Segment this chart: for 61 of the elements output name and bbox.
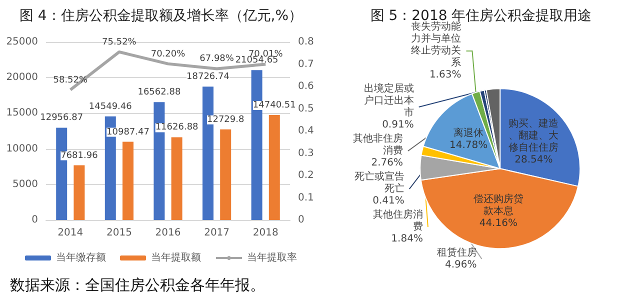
data-label: 28.54% bbox=[514, 154, 553, 166]
data-label: 7681.96 bbox=[60, 150, 98, 161]
y-tick-label: 25000 bbox=[6, 36, 38, 48]
data-label: 14549.46 bbox=[88, 102, 132, 112]
slice-label: 死亡或宣告死亡 bbox=[354, 170, 404, 194]
slice-label: 购买、建造、翻建、大修自住住房 bbox=[508, 117, 559, 154]
x-tick-label: 2014 bbox=[58, 228, 84, 238]
data-label: 18726.74 bbox=[186, 72, 230, 82]
data-label: 2.76% bbox=[371, 158, 403, 168]
data-label: 1.84% bbox=[391, 234, 423, 244]
slice-label: 偿还购房贷款本息 bbox=[473, 193, 524, 218]
data-label: 14740.51 bbox=[252, 100, 296, 111]
y2-tick-label: 0.1 bbox=[298, 192, 314, 204]
y2-tick-label: 0.6 bbox=[298, 81, 314, 92]
data-label: 75.52% bbox=[102, 37, 137, 48]
y-tick-label: 20000 bbox=[6, 72, 38, 84]
x-tick-label: 2015 bbox=[106, 228, 132, 238]
y2-tick-label: 0.7 bbox=[298, 58, 314, 70]
y2-tick-label: 0.3 bbox=[298, 148, 314, 159]
bar bbox=[74, 165, 85, 220]
slice-label: 出境定居或户口迁出本市 bbox=[364, 82, 414, 118]
x-tick-label: 2018 bbox=[252, 228, 278, 238]
data-label: 10987.47 bbox=[106, 127, 150, 138]
legend-label: 当年提取额 bbox=[151, 252, 201, 264]
x-tick-label: 2016 bbox=[155, 228, 181, 238]
bar bbox=[122, 142, 134, 220]
slice-label: 离退休 bbox=[454, 126, 484, 139]
slice-label: 租赁住房 bbox=[436, 246, 477, 258]
legend-label: 当年缴存额 bbox=[56, 252, 106, 264]
source-note: 数据来源：全国住房公积金各年年报。 bbox=[10, 276, 265, 295]
data-label: 4.96% bbox=[445, 260, 477, 270]
data-label: 70.20% bbox=[150, 49, 186, 60]
y-tick-label: 15000 bbox=[6, 108, 38, 119]
data-label: 58.52% bbox=[53, 75, 88, 86]
bar bbox=[171, 137, 182, 220]
legend-label: 当年提取率 bbox=[247, 252, 297, 264]
data-label: 12729.8 bbox=[206, 114, 244, 125]
y2-tick-label: 0.8 bbox=[298, 36, 314, 48]
data-label: 1.63% bbox=[429, 70, 462, 80]
y2-tick-label: 0.5 bbox=[298, 103, 314, 114]
y2-tick-label: 0.4 bbox=[298, 126, 314, 136]
data-label: 44.16% bbox=[479, 218, 518, 230]
data-label: 12956.87 bbox=[40, 113, 84, 124]
bar bbox=[268, 115, 280, 220]
data-label: 21054.65 bbox=[235, 56, 278, 66]
data-label: 67.98% bbox=[200, 54, 234, 64]
y2-tick-label: 0 bbox=[298, 214, 304, 226]
data-label: 11626.88 bbox=[155, 122, 199, 133]
y-tick-label: 0 bbox=[32, 214, 38, 226]
data-label: 16562.88 bbox=[138, 88, 181, 98]
y2-tick-label: 0.2 bbox=[298, 170, 314, 181]
y-tick-label: 5000 bbox=[12, 178, 38, 190]
chart-title: 图 4：住房公积金提取额及增长率（亿元,%） bbox=[19, 8, 303, 24]
data-label: 14.78% bbox=[449, 140, 488, 151]
slice-label: 其他非住房消费 bbox=[352, 132, 403, 156]
x-tick-label: 2017 bbox=[204, 228, 230, 238]
data-label: 0.91% bbox=[382, 120, 414, 130]
bar bbox=[220, 129, 232, 220]
slice-label: 其他住房消费 bbox=[372, 208, 423, 232]
data-label: 0.41% bbox=[372, 196, 404, 206]
y-tick-label: 10000 bbox=[6, 143, 38, 154]
